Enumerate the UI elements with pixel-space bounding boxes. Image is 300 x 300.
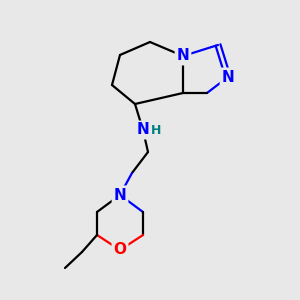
Text: N: N (177, 49, 189, 64)
Text: O: O (113, 242, 127, 257)
Text: N: N (114, 188, 126, 202)
Text: N: N (136, 122, 149, 137)
Text: H: H (151, 124, 161, 137)
Text: N: N (222, 70, 234, 85)
